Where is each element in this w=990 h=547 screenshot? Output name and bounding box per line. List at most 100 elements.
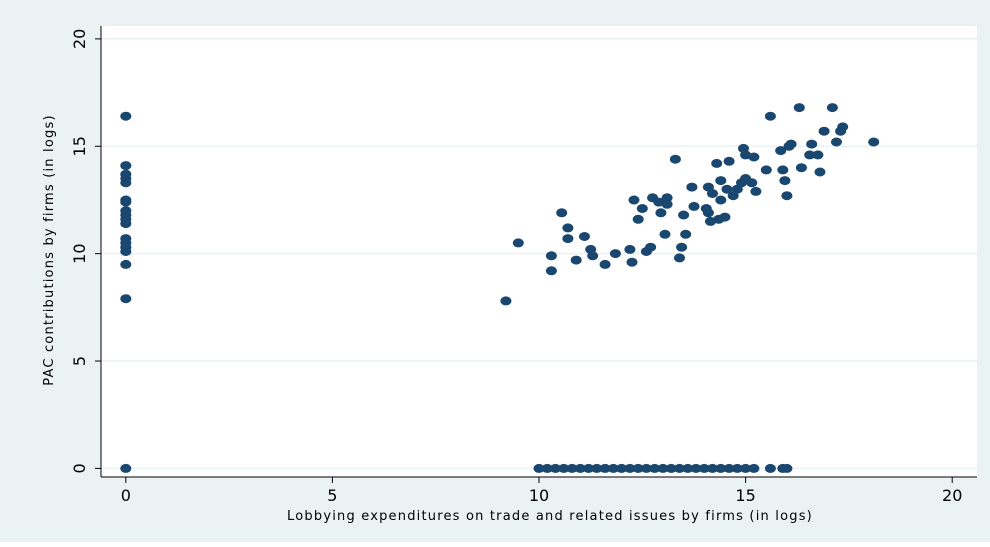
data-point — [587, 251, 599, 261]
data-point — [558, 463, 570, 473]
y-tick-label: 5 — [70, 356, 89, 366]
data-point — [731, 463, 743, 473]
data-point — [579, 232, 590, 241]
data-point — [781, 463, 793, 473]
data-point — [541, 463, 553, 473]
data-point — [655, 208, 667, 218]
data-point — [609, 249, 621, 259]
data-point — [599, 463, 611, 473]
data-point — [500, 296, 512, 306]
data-point — [120, 463, 132, 473]
data-point — [653, 197, 665, 207]
data-point — [599, 259, 611, 269]
data-point — [674, 463, 685, 473]
data-point — [707, 463, 718, 473]
x-tick-label: 20 — [942, 486, 962, 505]
gridlines — [101, 38, 977, 470]
data-point — [624, 463, 636, 473]
data-point — [640, 463, 652, 473]
data-point — [583, 463, 595, 473]
plot-area — [101, 26, 977, 477]
data-point — [721, 184, 733, 194]
data-point — [748, 463, 760, 473]
data-point — [750, 186, 762, 196]
data-point — [661, 199, 673, 209]
y-axis-label: PAC contributions by firms (in logs) — [42, 114, 57, 385]
data-point — [661, 193, 673, 203]
data-point — [680, 229, 692, 239]
data-point — [779, 176, 791, 186]
data-point — [550, 463, 561, 473]
data-point — [719, 212, 731, 222]
data-point — [818, 126, 830, 136]
data-point — [804, 150, 816, 160]
data-point — [649, 463, 661, 473]
data-point — [715, 463, 727, 473]
y-tick-label: 15 — [70, 136, 89, 156]
data-point — [723, 463, 735, 473]
data-point — [698, 463, 710, 473]
data-point — [674, 253, 685, 263]
data-point — [120, 247, 132, 256]
data-point — [795, 163, 807, 173]
data-point — [764, 111, 776, 121]
data-point — [793, 103, 805, 113]
y-tick-label: 0 — [70, 463, 89, 473]
x-tick-label: 0 — [121, 486, 131, 505]
data-point — [868, 137, 880, 147]
data-point — [566, 463, 578, 473]
data-point — [591, 463, 603, 473]
data-point — [659, 229, 671, 239]
data-point — [690, 463, 702, 473]
data-point — [785, 139, 797, 149]
y-tick-label: 20 — [70, 29, 89, 49]
data-point — [760, 165, 772, 175]
data-point — [533, 463, 545, 473]
data-points — [120, 103, 880, 473]
data-point — [669, 154, 681, 164]
data-point — [746, 178, 758, 188]
data-point — [545, 266, 557, 276]
data-point — [740, 150, 752, 160]
data-point — [120, 111, 132, 121]
x-axis-label: Lobbying expenditures on trade and relat… — [287, 509, 813, 524]
data-point — [545, 251, 557, 261]
data-point — [645, 242, 657, 252]
data-point — [120, 259, 132, 269]
data-point — [512, 238, 524, 248]
data-point — [632, 463, 644, 473]
axis-ticks: 0 5 10 15 20 0 5 10 15 20 — [70, 29, 962, 505]
data-point — [831, 137, 842, 147]
data-point — [574, 463, 586, 473]
data-point — [748, 152, 760, 162]
data-point — [781, 191, 793, 201]
data-point — [570, 255, 582, 265]
data-point — [682, 463, 694, 473]
data-point — [607, 463, 619, 473]
data-point — [120, 219, 132, 229]
x-tick-label: 15 — [735, 486, 755, 505]
data-point — [562, 223, 574, 233]
data-point — [120, 294, 132, 304]
data-point — [686, 182, 698, 192]
data-point — [740, 463, 752, 473]
data-point — [624, 244, 636, 254]
data-point — [632, 214, 644, 224]
data-point — [628, 195, 640, 205]
data-point — [562, 234, 574, 244]
x-tick-label: 10 — [529, 486, 549, 505]
x-tick-label: 5 — [327, 486, 337, 505]
y-tick-label: 10 — [70, 243, 89, 263]
data-point — [711, 158, 723, 168]
data-point — [777, 165, 789, 175]
data-point — [715, 195, 727, 205]
data-point — [814, 167, 826, 177]
data-point — [837, 122, 849, 132]
data-point — [715, 176, 727, 186]
data-point — [707, 189, 718, 198]
data-point — [678, 210, 690, 220]
data-point — [826, 103, 838, 113]
data-point — [702, 208, 714, 218]
